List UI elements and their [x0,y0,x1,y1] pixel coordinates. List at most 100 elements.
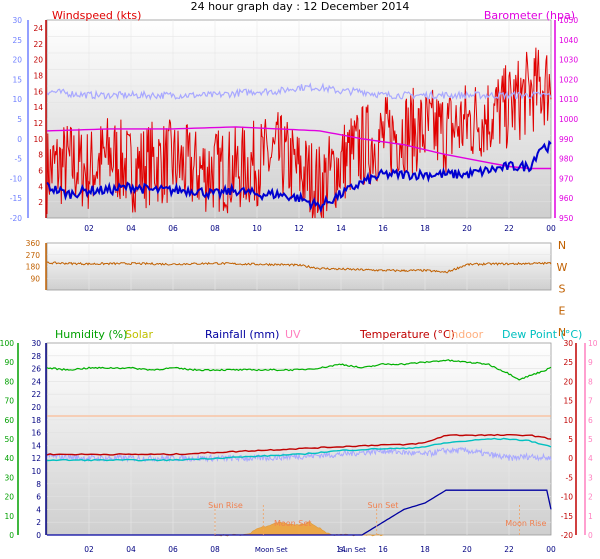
compass-label: E [559,304,566,317]
temperature-series [46,433,552,456]
temp-tick: -10 [10,174,22,183]
rain-tick: 2 [36,518,41,527]
direction-tick: 90 [30,274,40,283]
uv-tick: 8 [588,377,593,386]
wind-tick: 24 [33,24,43,33]
uv-tick: 0 [588,531,593,540]
rain-tick: 8 [36,480,41,489]
x-tick-label: 02 [84,224,94,233]
wind-tick: 22 [33,40,43,49]
lightblue-series [46,446,552,463]
x-tick-label: 20 [462,545,472,554]
direction-tick: 180 [26,263,41,272]
x-tick-label: 12 [294,224,304,233]
temperature-tick: 20 [563,377,573,386]
x-tick-label: 14 [336,545,346,554]
x-tick-label: 18 [420,224,430,233]
x-tick-label: 20 [462,224,472,233]
x-tick-label: 06 [168,224,178,233]
rain-tick: 22 [31,390,41,399]
barometer-series [46,126,551,170]
event-label: Sun Rise [208,501,243,510]
barometer-tick: 990 [559,135,574,144]
temperature-tick: -5 [566,473,574,482]
humidity-tick: 100 [0,339,14,348]
humidity-tick: 60 [4,416,14,425]
wind-tick: 20 [33,56,43,65]
rain-tick: 18 [31,416,41,425]
x-tick-label: 18 [420,545,430,554]
uv-tick: 4 [588,454,593,463]
x-tick-label: 00 [546,545,556,554]
rain-tick: 26 [31,365,41,374]
temperature-tick: 5 [568,435,573,444]
compass-label: S [559,283,566,296]
event-label: Sun Set [368,501,399,510]
wind-tick: 12 [33,119,43,128]
x-tick-label: 16 [378,224,388,233]
compass-label: N [558,326,566,339]
sun-set-bottom-label: Sun Set [339,546,366,554]
humidity-tick: 10 [4,512,14,521]
x-tick-label: 08 [210,224,220,233]
temp-tick: 20 [12,56,22,65]
humidity-tick: 50 [4,435,14,444]
barometer-tick: 1010 [559,95,578,104]
barometer-tick: 960 [559,194,574,203]
temp-tick: 0 [17,135,22,144]
barometer-tick: 1000 [559,115,578,124]
rain-tick: 28 [31,352,41,361]
temperature-tick: 10 [563,416,573,425]
wind-tick: 8 [38,151,43,160]
humidity-tick: 20 [4,493,14,502]
humidity-series [46,359,552,381]
x-tick-label: 08 [210,545,220,554]
barometer-tick: 950 [559,214,574,223]
wind-direction-series [46,261,552,274]
rain-tick: 10 [31,467,41,476]
x-tick-label: 22 [504,545,514,554]
legend-item: Solar [125,328,154,341]
uv-tick: 10 [588,339,598,348]
windspeed-legend: Windspeed (kts) [52,9,141,22]
moon-set-bottom-label: Moon Set [255,546,288,554]
x-tick-label: 04 [126,224,136,233]
uv-tick: 3 [588,473,593,482]
barometer-tick: 980 [559,155,574,164]
rainfall-series [47,489,552,536]
x-tick-label: 14 [336,224,346,233]
temperature-series [46,140,552,214]
legend-item: Indoor [448,328,484,341]
rain-tick: 0 [36,531,41,540]
temp-tick: -5 [15,155,23,164]
rain-tick: 4 [36,505,41,514]
temp-tick: 25 [12,36,22,45]
wind-tick: 18 [33,71,43,80]
uv-tick: 2 [588,493,593,502]
event-label: Moon Set [274,519,311,528]
x-tick-label: 22 [504,224,514,233]
temp-tick: 10 [12,95,22,104]
dewpoint-series [46,437,552,462]
humidity-tick: 30 [4,473,14,482]
temperature-tick: -15 [561,512,573,521]
barometer-tick: 970 [559,174,574,183]
temperature-tick: 30 [563,339,573,348]
humidity-tick: 40 [4,454,14,463]
humidity-tick: 80 [4,377,14,386]
uv-tick: 6 [588,416,593,425]
wind-tick: 10 [33,135,43,144]
barometer-tick: 1030 [559,56,578,65]
legend-item: Dew Point (°C) [502,328,582,341]
temperature-tick: -20 [561,531,573,540]
barometer-tick: 1020 [559,75,578,84]
chart-title: 24 hour graph day : 12 December 2014 [191,0,410,13]
temperature-tick: -10 [561,493,573,502]
uv-tick: 1 [588,512,593,521]
windspeed-series [46,47,552,219]
barometer-tick: 1050 [559,16,578,25]
wind-tick: 16 [33,87,43,96]
humidity-tick: 0 [9,531,14,540]
